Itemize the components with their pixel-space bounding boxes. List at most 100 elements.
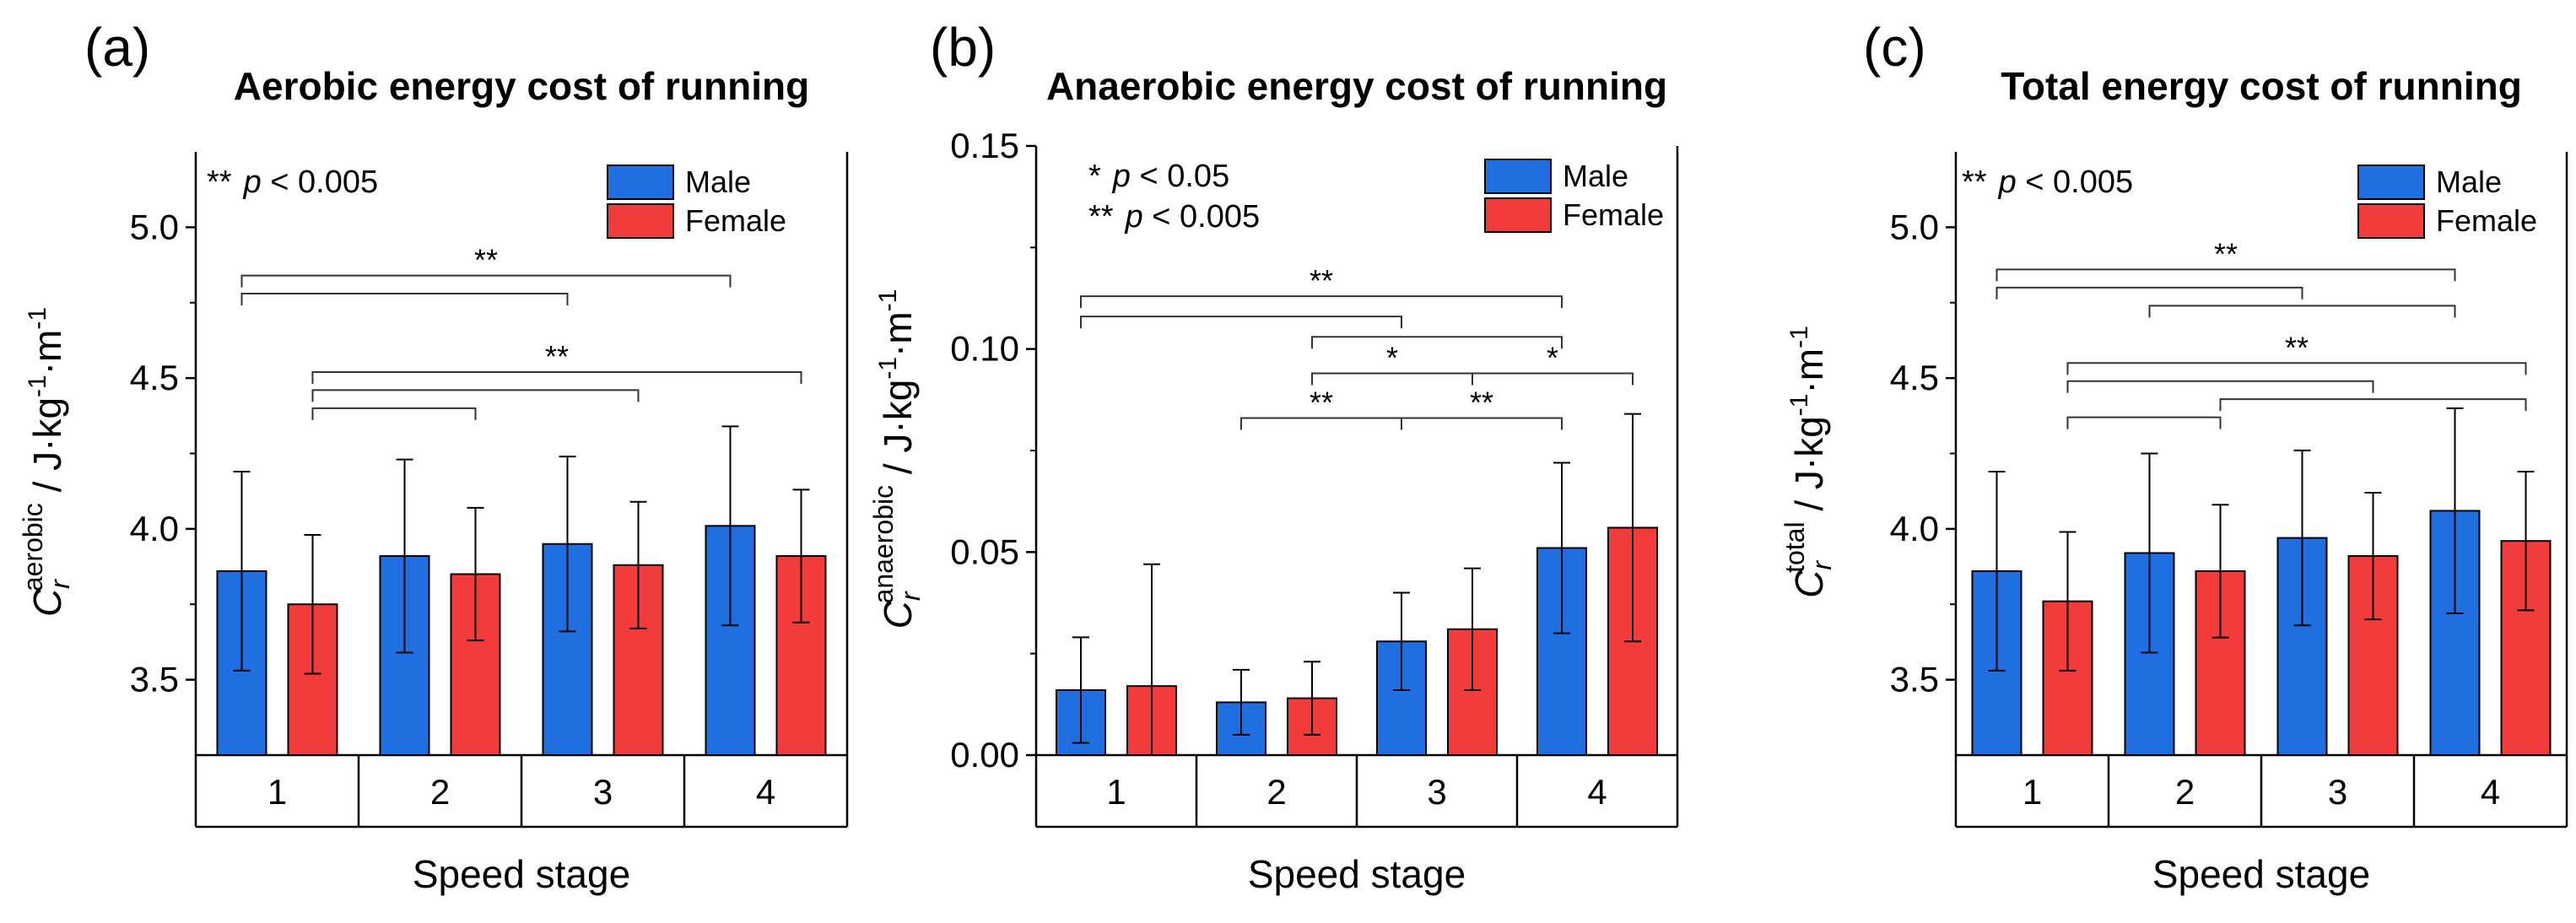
y-label-symbol: C <box>1787 569 1831 598</box>
y-axis-label: Cranaerobic / J·kg-1·m-1 <box>868 289 926 629</box>
significance-bracket <box>311 407 477 420</box>
y-label-exponent: -1 <box>874 357 902 380</box>
panel-label: (a) <box>84 17 150 78</box>
y-label-units: / J·kg <box>876 380 920 485</box>
p-value-symbol: p <box>1112 159 1131 194</box>
significance-bracket <box>2066 380 2374 393</box>
x-tick-label: 4 <box>1587 772 1607 812</box>
y-tick-label: 0.10 <box>950 329 1019 369</box>
x-tick-label: 1 <box>2022 772 2042 812</box>
significance-bracket <box>311 389 640 402</box>
significance-bracket <box>240 293 569 306</box>
y-label-superscript: aerobic <box>18 503 48 591</box>
y-label-exponent: -1 <box>24 307 51 330</box>
y-tick-label: 4.0 <box>130 509 179 548</box>
y-label-symbol: C <box>25 588 69 617</box>
significance-bracket <box>1401 417 1563 430</box>
chart-panel-1: (a) Aerobic energy cost of running 3.5 4.0 4… <box>18 17 849 896</box>
y-tick-label: 4.5 <box>1890 358 1939 397</box>
legend-swatch-female <box>1484 197 1552 233</box>
x-tick-label: 2 <box>2175 772 2195 812</box>
x-axis-label: Speed stage <box>413 852 630 896</box>
y-label-superscript: anaerobic <box>868 485 899 604</box>
significance-label: ** <box>2214 236 2238 271</box>
y-tick-label: 0.05 <box>950 532 1019 571</box>
legend-label-male: Male <box>685 165 751 199</box>
x-tick-label: 2 <box>430 772 450 812</box>
chart-panel-3: (c) Total energy cost of running 3.5 4.0 4.5… <box>1779 17 2568 896</box>
y-tick-label: 3.5 <box>130 660 179 699</box>
y-label-superscript: total <box>1779 521 1810 572</box>
significance-bracket <box>2066 416 2222 429</box>
y-label-units: ·m <box>25 330 69 375</box>
significance-bracket <box>240 274 732 288</box>
p-value-threshold: < 0.005 <box>262 165 378 200</box>
y-label-units: / J·kg <box>25 397 69 503</box>
significance-bracket <box>311 370 802 384</box>
p-value-note: * p < 0.05 <box>1088 159 1229 194</box>
significance-bracket <box>1995 286 2303 300</box>
y-tick-label: 0.15 <box>950 126 1019 165</box>
significance-label: ** <box>1310 385 1333 419</box>
significance-bracket <box>2148 305 2456 318</box>
y-label-exponent: -1 <box>1785 394 1813 417</box>
p-value-stars: ** <box>1088 199 1114 235</box>
y-tick-label: 4.5 <box>130 358 179 397</box>
legend-label-male: Male <box>1563 159 1628 193</box>
significance-bracket <box>1311 372 1473 386</box>
significance-label: ** <box>545 339 569 374</box>
y-tick-label: 5.0 <box>130 207 179 246</box>
legend-label-female: Female <box>2436 203 2537 238</box>
legend-swatch-female <box>607 203 674 239</box>
y-tick-label: 3.5 <box>1890 660 1939 699</box>
p-value-threshold: < 0.005 <box>2017 165 2133 200</box>
y-tick-label: 4.0 <box>1890 509 1939 548</box>
significance-label: ** <box>1310 263 1333 298</box>
x-axis-label: Speed stage <box>1248 852 1466 896</box>
legend-swatch-male <box>607 165 674 200</box>
y-tick-label: 0.00 <box>950 735 1019 775</box>
x-tick-label: 3 <box>2328 772 2347 812</box>
legend-swatch-female <box>2357 203 2425 239</box>
significance-bracket <box>1240 417 1402 430</box>
significance-bracket <box>1311 336 1563 349</box>
significance-bracket <box>1080 316 1402 329</box>
y-label-subscript: r <box>1806 560 1837 570</box>
y-label-units: / J·kg <box>1787 416 1831 521</box>
p-value-stars: ** <box>1962 165 1987 200</box>
p-value-threshold: < 0.005 <box>1143 199 1260 235</box>
p-value-stars: * <box>1088 159 1101 194</box>
p-value-note: ** p < 0.005 <box>1962 165 2133 200</box>
x-tick-label: 4 <box>2481 772 2500 812</box>
y-label-exponent: -1 <box>874 289 902 312</box>
legend-label-male: Male <box>2436 165 2502 199</box>
significance-label: * <box>1386 341 1398 375</box>
y-label-units: ·m <box>876 311 920 357</box>
legend-swatch-male <box>2357 165 2425 200</box>
panel-label: (c) <box>1863 17 1926 78</box>
chart-title: Total energy cost of running <box>2001 64 2522 108</box>
x-tick-label: 3 <box>1427 772 1446 812</box>
chart-panel-2: (b) Anaerobic energy cost of running 0.00 0… <box>868 17 1679 896</box>
legend-swatch-male <box>1484 159 1552 194</box>
y-label-exponent: -1 <box>24 375 51 397</box>
p-value-stars: ** <box>207 165 232 200</box>
significance-label: ** <box>1470 385 1493 419</box>
significance-bracket <box>2219 398 2527 412</box>
legend-label-female: Female <box>1563 197 1664 232</box>
panel-label: (b) <box>930 17 996 78</box>
x-tick-label: 1 <box>267 772 287 812</box>
p-value-symbol: p <box>243 165 262 200</box>
p-value-symbol: p <box>1125 199 1143 235</box>
x-tick-label: 2 <box>1266 772 1286 812</box>
y-axis-label: Crtotal / J·kg-1·m-1 <box>1779 326 1837 598</box>
legend-label-female: Female <box>685 203 786 238</box>
significance-bracket <box>1472 372 1634 386</box>
significance-bracket <box>1995 268 2456 282</box>
x-tick-label: 1 <box>1106 772 1126 812</box>
y-label-units: ·m <box>1787 348 1831 394</box>
p-value-symbol: p <box>1998 165 2017 200</box>
significance-bracket <box>2066 362 2527 375</box>
y-label-subscript: r <box>895 591 926 601</box>
